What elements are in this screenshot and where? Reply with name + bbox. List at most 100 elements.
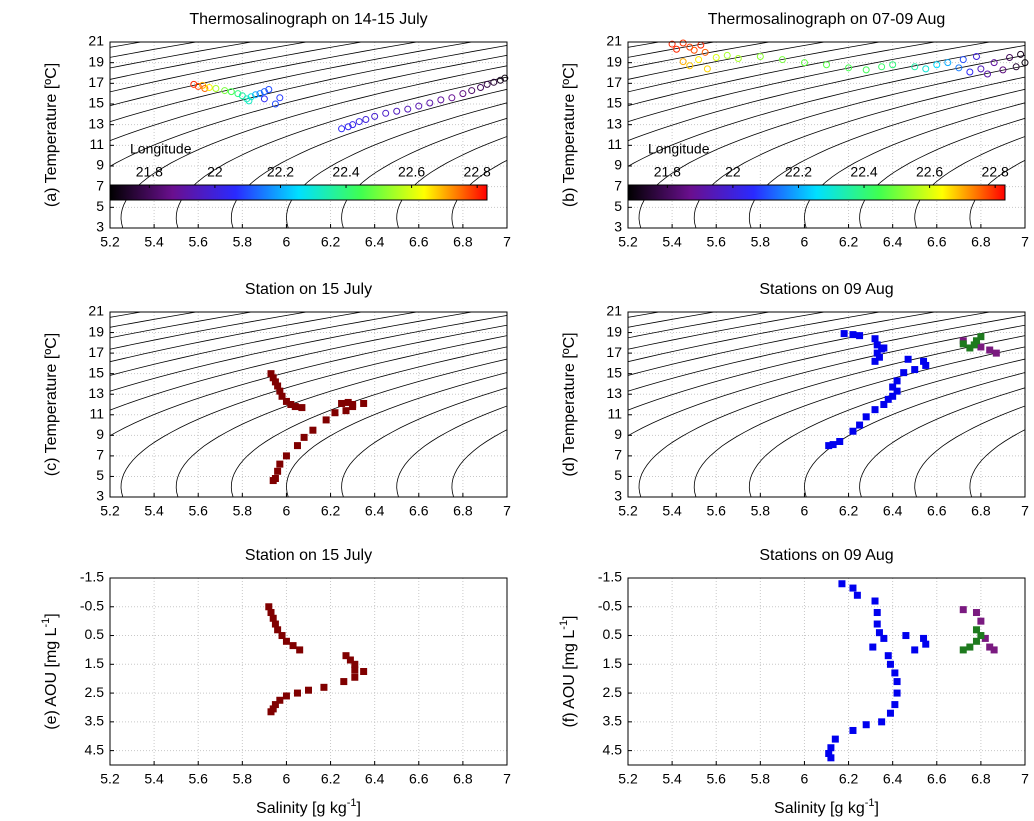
point: [437, 96, 445, 104]
point: [201, 85, 209, 92]
colorbar-tick-label: 21.8: [136, 164, 163, 180]
point: [893, 377, 901, 385]
axes-box: [627, 311, 1026, 498]
y-axis-label: (e) AOU [mg L-1]: [40, 613, 60, 729]
point: [990, 646, 998, 654]
point: [260, 88, 268, 96]
point: [342, 652, 350, 660]
point: [831, 735, 839, 743]
isopycnal: [110, 42, 307, 80]
point: [893, 678, 901, 686]
point: [276, 696, 284, 704]
y-tick-label: 5: [96, 198, 104, 214]
label-text: Salinity [g kg: [774, 800, 865, 817]
x-tick-label: 5.4: [144, 503, 164, 519]
point: [269, 614, 277, 622]
point: [274, 626, 282, 634]
point: [756, 52, 764, 60]
panel-title: Thermosalinograph on 07-09 Aug: [708, 11, 946, 28]
x-tick-label: 5.8: [233, 503, 253, 519]
x-tick-label: 7: [503, 234, 511, 250]
x-tick-label: 6.8: [971, 503, 991, 519]
point: [825, 442, 833, 450]
isopycnal: [341, 387, 507, 497]
point: [679, 58, 687, 66]
x-tick-label: 6: [283, 771, 291, 787]
point: [686, 62, 694, 70]
point: [800, 59, 808, 67]
x-tick-label: 6.4: [883, 503, 903, 519]
y-tick-label: 5: [614, 467, 622, 483]
plot-area: [628, 312, 1025, 497]
point: [880, 344, 888, 352]
point: [933, 61, 941, 69]
y-tick-label: 11: [89, 136, 104, 152]
y-tick-label: 1.5: [85, 655, 105, 671]
axes-box: [627, 577, 1026, 766]
point: [468, 87, 476, 95]
point: [342, 407, 350, 415]
panel: 5.2 5.4 5.6 5.8 6 6.2 6.4 6.6 6.8 7 3 5 7 9 11 13 15 17 19…: [561, 281, 1029, 519]
point: [256, 90, 264, 98]
point: [875, 353, 883, 361]
point: [276, 94, 284, 102]
y-tick-label: 2.5: [85, 684, 105, 700]
y-axis-label: (c) Temperature [ºC]: [43, 333, 60, 476]
point: [873, 609, 881, 617]
isopycnal: [110, 312, 362, 363]
point: [331, 409, 339, 417]
point: [344, 123, 352, 131]
x-tick-label: 5.2: [618, 503, 638, 519]
y-tick-label: 4.5: [85, 741, 105, 757]
point: [972, 637, 980, 645]
point: [977, 333, 985, 341]
label-sup: -1: [40, 618, 52, 628]
y-tick-label: 1.5: [603, 655, 623, 671]
point: [873, 349, 881, 357]
colorbar-tick-label: 22.6: [398, 164, 425, 180]
x-tick-label: 6.4: [365, 771, 385, 787]
isopycnal: [628, 42, 935, 107]
point: [972, 609, 980, 617]
x-tick-label: 6.4: [883, 234, 903, 250]
point: [269, 477, 277, 485]
point: [267, 370, 275, 378]
y-tick-label: 19: [88, 323, 104, 339]
point: [972, 52, 980, 60]
y-tick-label: 21: [606, 303, 622, 319]
y-tick-label: 3: [96, 219, 104, 235]
x-tick-label: 5.8: [751, 234, 771, 250]
isopycnal: [914, 405, 1025, 497]
point: [878, 63, 886, 71]
y-tick-label: 7: [614, 177, 622, 193]
x-tick-label: 6.2: [321, 234, 341, 250]
point: [723, 51, 731, 59]
point: [992, 349, 1000, 357]
colorbar-tick-label: 22.6: [916, 164, 943, 180]
x-tick-label: 5.4: [662, 234, 682, 250]
point: [360, 668, 368, 675]
panel-title: Station on 15 July: [245, 547, 372, 564]
point: [922, 361, 930, 369]
point: [190, 80, 198, 88]
point: [265, 603, 273, 611]
point: [970, 341, 978, 349]
x-tick-label: 5.2: [100, 771, 120, 787]
isopycnal: [628, 312, 990, 392]
point: [862, 721, 870, 729]
x-tick-label: 6.4: [883, 771, 903, 787]
y-tick-label: 9: [614, 157, 622, 173]
point: [260, 95, 268, 103]
isopycnal: [638, 335, 1025, 497]
point: [490, 78, 498, 86]
point: [902, 632, 910, 640]
point: [340, 678, 348, 686]
point: [291, 403, 299, 411]
point: [703, 65, 711, 73]
point: [878, 718, 886, 726]
point: [690, 46, 698, 54]
y-tick-label: -0.5: [80, 597, 104, 613]
label-after: ]: [875, 800, 879, 817]
y-tick-label: 13: [606, 385, 622, 401]
colorbar-label: Longitude: [130, 141, 192, 157]
